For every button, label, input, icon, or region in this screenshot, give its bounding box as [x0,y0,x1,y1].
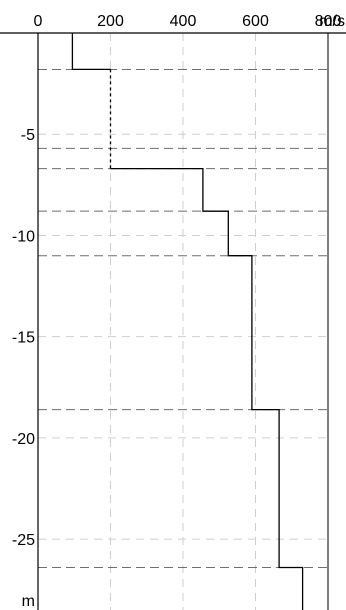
tick-labels: 0 200 400 600 800 -5 -10 -15 -20 -25 [12,13,342,549]
y-axis-unit-label: m [22,593,35,610]
y-tick-label--15: -15 [12,330,35,347]
y-tick-label--20: -20 [12,431,35,448]
grid [38,33,329,610]
x-tick-label-600: 600 [242,13,269,30]
x-tick-label-0: 0 [34,13,43,30]
y-tick-label--25: -25 [12,532,35,549]
axes [0,32,346,610]
velocity-line-segment-3 [110,167,304,610]
x-axis-unit-label: m/s [319,13,345,30]
y-tick-label--10: -10 [12,228,35,245]
x-tick-label-800: 800 [315,13,342,30]
x-tick-label-400: 400 [170,13,197,30]
velocity-line-segment-1 [71,33,111,71]
y-tick-label--5: -5 [21,127,35,144]
x-tick-label-200: 200 [97,13,124,30]
series [71,33,304,610]
